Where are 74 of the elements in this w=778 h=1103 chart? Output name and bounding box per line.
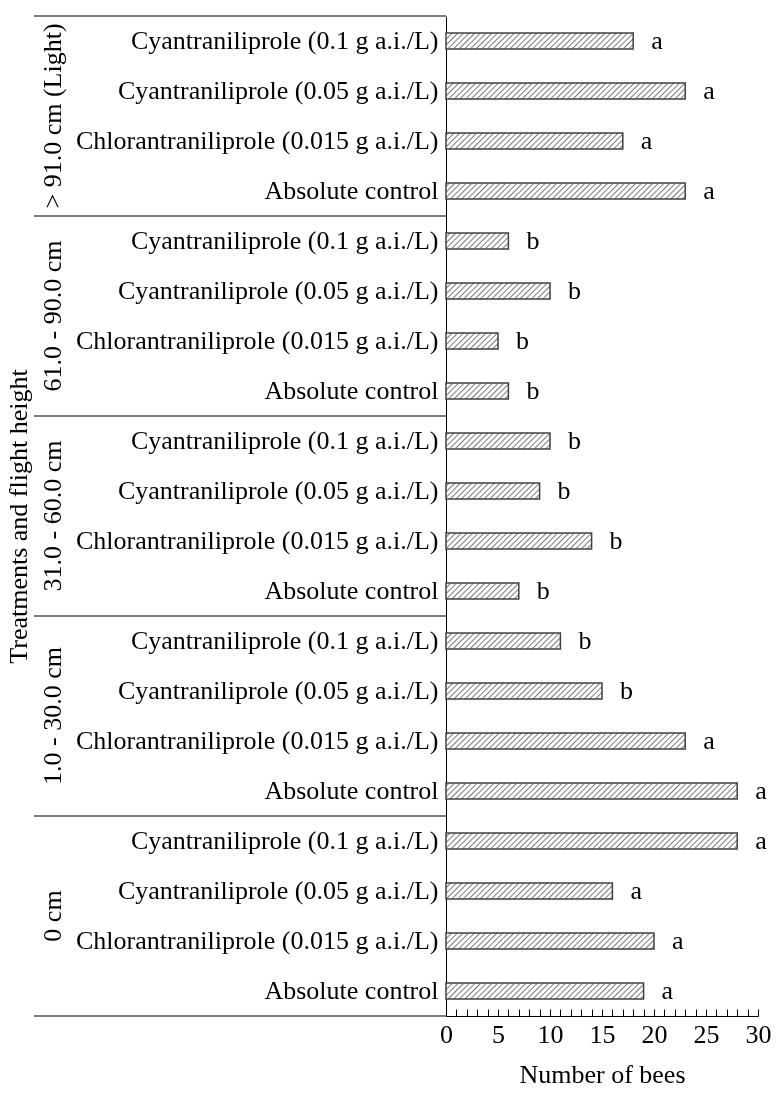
- data-label: a: [640, 126, 653, 155]
- y-tick-label: Chlorantraniliprole (0.015 g a.i./L): [76, 926, 439, 955]
- bar: [445, 682, 603, 700]
- data-label: b: [526, 226, 540, 255]
- text: > 91.0 cm (Light): [38, 23, 67, 209]
- data-label: a: [672, 926, 684, 955]
- bar: [445, 82, 686, 100]
- data-label: b: [568, 276, 581, 305]
- data-label: a: [651, 26, 664, 55]
- y-tick-label: Absolute control: [264, 576, 439, 605]
- y-tick-label: Cyantraniliprole (0.1 g a.i./L): [130, 626, 439, 655]
- y-tick-label: Cyantraniliprole (0.05 g a.i./L): [117, 876, 439, 905]
- data-label: b: [516, 326, 529, 355]
- y-tick-label: Cyantraniliprole (0.1 g a.i./L): [130, 226, 439, 255]
- data-label: b: [609, 526, 623, 555]
- y-tick-label: Absolute control: [264, 376, 439, 405]
- x-tick-label: 10: [537, 1019, 564, 1049]
- data-label: a: [755, 826, 768, 855]
- y-tick-label: Cyantraniliprole (0.05 g a.i./L): [117, 476, 439, 505]
- text: 0 cm: [38, 890, 67, 942]
- data-label: b: [620, 676, 633, 705]
- bar: [445, 482, 541, 500]
- bar: [445, 382, 510, 400]
- data-label: b: [568, 426, 581, 455]
- bar: [445, 882, 614, 900]
- y-tick-label: Cyantraniliprole (0.05 g a.i./L): [117, 276, 439, 305]
- data-label: b: [578, 626, 592, 655]
- bar: [445, 732, 686, 750]
- x-tick-label: 30: [745, 1019, 772, 1049]
- x-tick-label: 0: [440, 1019, 453, 1049]
- y-tick-label: Chlorantraniliprole (0.015 g a.i./L): [76, 326, 439, 355]
- data-label: a: [755, 776, 768, 805]
- bar: [445, 982, 645, 1000]
- y-tick-label: Chlorantraniliprole (0.015 g a.i./L): [76, 126, 439, 155]
- bar: [445, 182, 686, 200]
- y-tick-label: Cyantraniliprole (0.1 g a.i./L): [130, 826, 439, 855]
- bar: [445, 32, 634, 50]
- bar: [445, 282, 551, 300]
- bar: [445, 932, 655, 950]
- bar: [445, 132, 624, 150]
- bar: [445, 782, 738, 800]
- y-tick-label: Cyantraniliprole (0.05 g a.i./L): [117, 676, 439, 705]
- x-tick-label: 15: [589, 1019, 616, 1049]
- y-tick-label: Chlorantraniliprole (0.015 g a.i./L): [76, 526, 439, 555]
- data-label: b: [536, 576, 550, 605]
- y-tick-label: Cyantraniliprole (0.1 g a.i./L): [130, 26, 439, 55]
- y-tick-label: Cyantraniliprole (0.05 g a.i./L): [117, 76, 439, 105]
- data-label: a: [703, 176, 716, 205]
- data-label: a: [703, 726, 716, 755]
- data-label: a: [703, 76, 716, 105]
- bar: [445, 432, 551, 450]
- bar: [445, 232, 510, 250]
- y-axis-title: Treatments and flight height: [3, 368, 33, 664]
- text: 31.0 - 60.0 cm: [38, 440, 67, 592]
- bar: [445, 832, 738, 850]
- data-label: b: [526, 376, 540, 405]
- text: 1.0 - 30.0 cm: [38, 647, 67, 785]
- text: 61.0 - 90.0 cm: [38, 240, 67, 392]
- data-label: b: [557, 476, 571, 505]
- bar: [445, 332, 499, 350]
- x-tick-label: 5: [492, 1019, 505, 1049]
- x-axis-title: Number of bees: [519, 1059, 686, 1089]
- data-label: a: [661, 976, 674, 1005]
- x-tick-label: 20: [641, 1019, 668, 1049]
- y-tick-label: Cyantraniliprole (0.1 g a.i./L): [130, 426, 439, 455]
- data-label: a: [630, 876, 643, 905]
- bar: [445, 532, 593, 550]
- bar: [445, 632, 562, 650]
- y-tick-label: Absolute control: [264, 776, 439, 805]
- y-tick-label: Chlorantraniliprole (0.015 g a.i./L): [76, 726, 439, 755]
- bar: [445, 582, 520, 600]
- y-tick-label: Absolute control: [264, 176, 439, 205]
- y-tick-label: Absolute control: [264, 976, 439, 1005]
- x-tick-label: 25: [693, 1019, 720, 1049]
